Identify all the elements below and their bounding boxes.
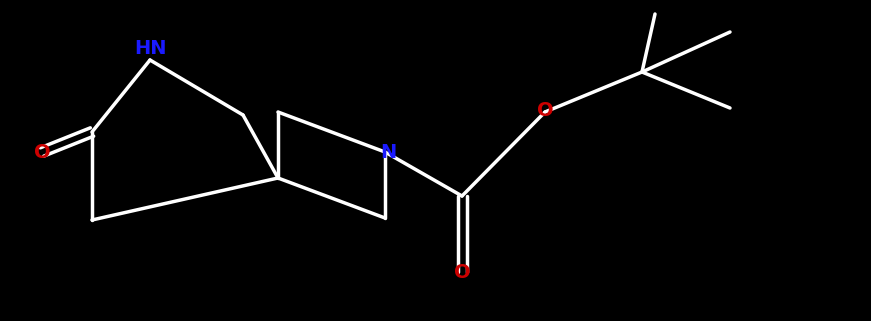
Text: O: O — [454, 263, 470, 282]
Text: N: N — [380, 143, 396, 161]
Text: HN: HN — [134, 39, 166, 57]
Text: O: O — [34, 143, 51, 161]
Text: O: O — [537, 100, 553, 119]
